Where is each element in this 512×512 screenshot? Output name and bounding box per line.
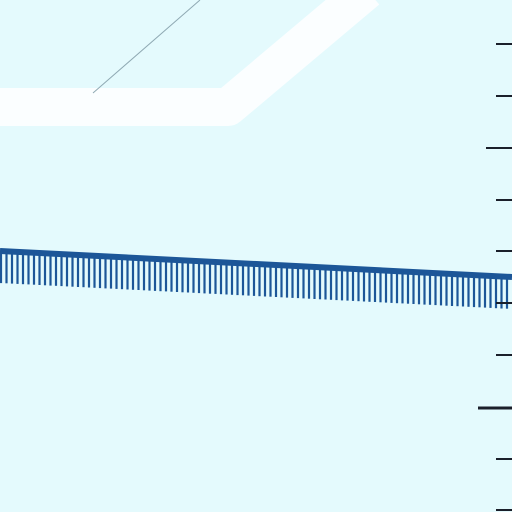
railway — [0, 248, 512, 309]
railway-ties — [0, 251, 509, 309]
railway-line — [0, 248, 512, 280]
road — [0, 0, 380, 126]
scale-ticks — [478, 43, 512, 511]
thin-line — [92, 0, 201, 94]
